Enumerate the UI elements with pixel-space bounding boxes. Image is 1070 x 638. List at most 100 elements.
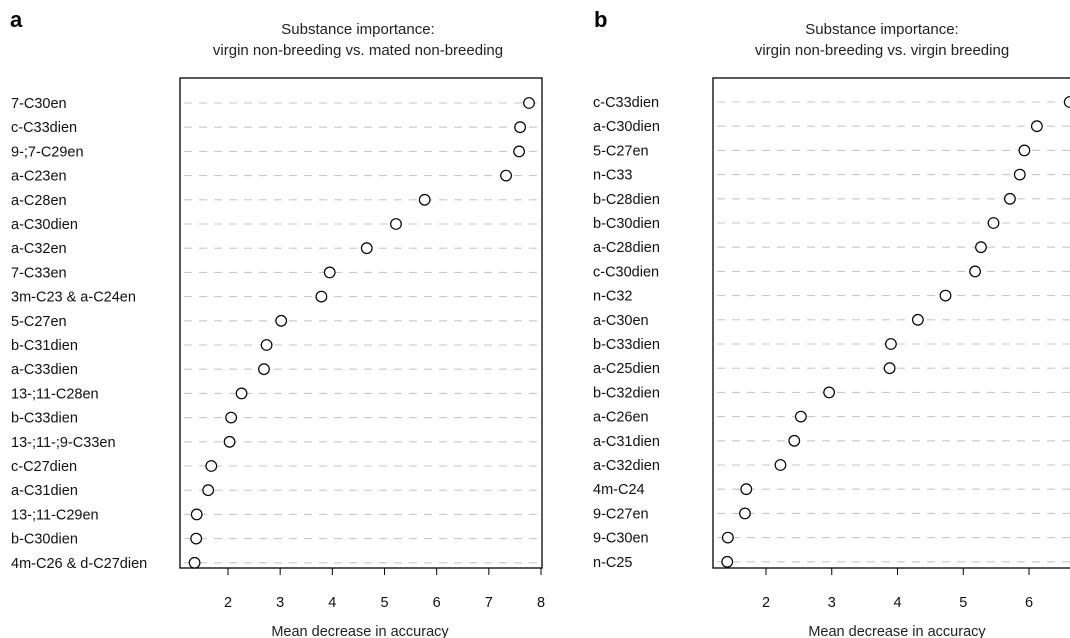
data-point <box>975 241 987 254</box>
x-tick-label: 8 <box>537 595 545 611</box>
data-point <box>883 362 896 375</box>
x-tick-label: 7 <box>485 595 493 611</box>
category-label: 5-C27en <box>11 314 67 330</box>
category-label: b-C30dien <box>11 532 78 548</box>
category-label: a-C31dien <box>593 434 660 450</box>
data-point <box>275 314 288 327</box>
x-tick-label: 6 <box>433 595 441 611</box>
category-label: a-C28en <box>11 193 67 209</box>
data-point <box>418 193 431 206</box>
data-point <box>939 289 952 302</box>
panel-b-plot-frame <box>712 77 1070 569</box>
panel-b-marks: c-C33dien a-C30dien 5-C27en n-C33 b-C28dien b… <box>593 95 1070 611</box>
data-point <box>323 266 336 279</box>
category-label: 13-;11-;9-C33en <box>11 435 116 451</box>
panel-a-xlabel: Mean decrease in accuracy <box>271 624 449 638</box>
category-label: b-C31dien <box>11 338 78 354</box>
data-point <box>721 555 734 568</box>
panel-a-plot-frame <box>179 77 543 569</box>
data-point <box>523 97 535 109</box>
category-label: 9-C27en <box>593 506 649 522</box>
data-point <box>258 363 270 376</box>
category-label: 5-C27en <box>593 143 649 159</box>
category-label: c-C33dien <box>593 95 659 111</box>
data-point <box>260 339 273 351</box>
data-point <box>1030 120 1043 133</box>
data-point <box>188 556 201 569</box>
data-point <box>205 460 218 472</box>
panel-a-marks: 7-C30en c-C33dien 9-;7-C29en a-C23en a-C28en… <box>11 96 545 611</box>
panel-a-subtitle: virgin non-breeding vs. mated non-breedi… <box>213 42 503 59</box>
panel-b-letter: b <box>594 7 607 32</box>
data-point <box>202 484 215 497</box>
x-tick-label: 4 <box>893 595 901 611</box>
category-label: 13-;11-C29en <box>11 507 99 523</box>
category-label: c-C27dien <box>11 459 77 475</box>
data-point <box>225 411 238 424</box>
data-point <box>721 531 734 544</box>
category-label: 7-C33en <box>11 265 67 281</box>
category-label: b-C33dien <box>11 411 78 427</box>
data-point <box>360 242 373 255</box>
category-label: 9-;7-C29en <box>11 144 84 160</box>
data-point <box>514 121 527 134</box>
data-point <box>500 169 512 182</box>
x-tick-label: 4 <box>328 595 336 611</box>
data-point <box>788 434 801 447</box>
category-label: b-C30dien <box>593 216 660 232</box>
data-point <box>315 290 328 303</box>
category-label: 4m-C24 <box>593 482 645 498</box>
data-point <box>235 387 248 400</box>
category-label: a-C30dien <box>11 217 78 233</box>
data-point <box>190 508 203 521</box>
x-tick-label: 5 <box>959 595 967 611</box>
category-label: b-C33dien <box>593 337 660 353</box>
data-point <box>1018 144 1031 157</box>
data-point <box>740 483 753 496</box>
category-label: 3m-C23 & a-C24en <box>11 290 136 306</box>
x-tick-label: 3 <box>828 595 836 611</box>
panel-b-xlabel: Mean decrease in accuracy <box>808 624 986 638</box>
data-point <box>1013 168 1026 181</box>
category-label: a-C23en <box>11 169 67 185</box>
category-label: a-C32dien <box>593 458 660 474</box>
category-label: a-C30dien <box>593 119 660 135</box>
data-point <box>390 218 402 230</box>
data-point <box>911 313 924 326</box>
category-label: a-C33dien <box>11 362 78 378</box>
panel-a-title: Substance importance: <box>281 21 434 38</box>
panel-a-letter: a <box>10 7 23 32</box>
data-point <box>774 459 787 471</box>
category-label: 4m-C26 & d-C27dien <box>11 556 147 572</box>
category-label: n-C33 <box>593 168 633 184</box>
category-label: 13-;11-C28en <box>11 386 99 402</box>
category-label: a-C31dien <box>11 483 78 499</box>
data-point <box>223 435 236 448</box>
category-label: a-C30en <box>593 313 649 329</box>
data-point <box>987 217 1000 229</box>
data-point <box>1063 96 1070 108</box>
panel-b-subtitle: virgin non-breeding vs. virgin breeding <box>755 42 1009 59</box>
category-label: a-C32en <box>11 241 67 257</box>
x-tick-label: 6 <box>1025 595 1033 611</box>
data-point <box>794 410 807 423</box>
data-point <box>969 265 981 278</box>
category-label: n-C25 <box>593 555 633 571</box>
x-tick-label: 2 <box>762 595 770 611</box>
data-point <box>190 532 203 545</box>
panel-b-title: Substance importance: <box>805 21 958 38</box>
category-label: 7-C30en <box>11 96 67 112</box>
category-label: c-C30dien <box>593 264 659 280</box>
data-point <box>1004 192 1016 205</box>
category-label: a-C28dien <box>593 240 660 256</box>
x-tick-label: 3 <box>276 595 284 611</box>
data-point <box>885 338 897 350</box>
data-point <box>823 386 836 399</box>
category-label: a-C26en <box>593 410 649 426</box>
category-label: b-C28dien <box>593 192 660 208</box>
category-label: a-C25dien <box>593 361 660 377</box>
x-tick-label: 2 <box>224 595 232 611</box>
data-point <box>513 145 525 158</box>
data-point <box>739 507 751 520</box>
